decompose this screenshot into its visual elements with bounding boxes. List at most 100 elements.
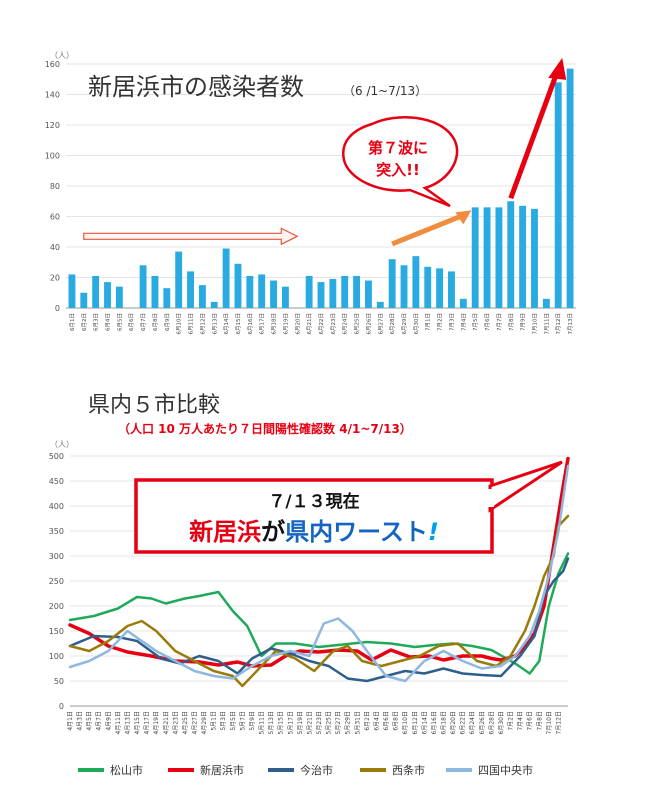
trend-arrow-surge <box>508 71 560 200</box>
line-y-tick-label: 150 <box>49 627 64 636</box>
line-x-tick-label: 6月4日 <box>373 711 380 731</box>
line-x-tick-label: 6月10日 <box>402 711 409 734</box>
line-x-tick-label: 6月20日 <box>450 711 457 734</box>
line-y-tick-label: 0 <box>59 702 64 711</box>
bar <box>459 298 467 308</box>
line-x-tick-label: 7月6日 <box>527 711 534 731</box>
bar-y-tick-label: 40 <box>50 243 60 252</box>
line-x-tick-label: 7月2日 <box>508 711 515 731</box>
series-line <box>68 456 570 668</box>
worst-callout-pointer <box>488 460 563 513</box>
line-x-tick-label: 5月31日 <box>354 711 361 734</box>
trend-arrow-rising <box>391 212 467 247</box>
line-x-tick-label: 4月25日 <box>182 711 189 734</box>
bar <box>198 285 206 308</box>
line-x-tick-label: 7月4日 <box>517 711 524 731</box>
bar-y-tick-label: 140 <box>45 91 60 100</box>
bar <box>163 288 171 308</box>
legend-label: 西条市 <box>392 763 425 777</box>
line-chart-title: 県内５市比較 <box>88 393 220 418</box>
bar-x-tick-label: 7月1日 <box>425 313 432 331</box>
line-x-tick-label: 6月30日 <box>498 711 505 734</box>
bar-x-tick-label: 6月14日 <box>223 313 230 335</box>
line-x-tick-label: 4月5日 <box>86 711 93 731</box>
line-y-tick-label: 400 <box>49 502 64 511</box>
bar-x-tick-label: 6月12日 <box>199 313 206 335</box>
line-x-tick-label: 5月15日 <box>278 711 285 734</box>
line-x-tick-label: 5月1日 <box>211 711 218 731</box>
legend-label: 今治市 <box>300 763 333 777</box>
series-line <box>68 464 570 683</box>
bar-x-tick-label: 6月1日 <box>69 313 76 331</box>
line-y-tick-label: 250 <box>49 577 64 586</box>
bar-x-tick-label: 7月6日 <box>484 313 491 331</box>
line-x-tick-label: 6月12日 <box>412 711 419 734</box>
bar-x-tick-label: 6月10日 <box>176 313 183 335</box>
bar-x-tick-label: 6月4日 <box>105 313 112 331</box>
line-x-tick-label: 4月27日 <box>192 711 199 734</box>
line-x-tick-label: 5月13日 <box>268 711 275 734</box>
bar-x-tick-label: 6月13日 <box>211 313 218 335</box>
bar-x-tick-label: 6月17日 <box>259 313 266 335</box>
line-x-tick-label: 4月1日 <box>67 711 74 731</box>
bar <box>424 266 432 308</box>
bar <box>139 265 147 308</box>
line-x-tick-label: 5月7日 <box>239 711 246 731</box>
trend-arrow-rising-head <box>455 210 472 225</box>
bar-x-tick-label: 6月25日 <box>354 313 361 335</box>
bar <box>542 298 550 308</box>
line-x-tick-label: 4月21日 <box>163 711 170 734</box>
bar-chart-x-axis: 6月1日 6月2日 6月3日 6月4日 6月5日 6月6日 6月7日 6月8日 6月9日 6月10… <box>69 313 574 335</box>
line-x-tick-label: 4月29日 <box>201 711 208 734</box>
line-x-tick-label: 4月11日 <box>115 711 122 734</box>
worst-callout-line2: 新居浜が県内ワースト! <box>189 518 439 546</box>
line-y-tick-label: 50 <box>54 677 64 686</box>
bar-y-tick-label: 160 <box>45 60 60 69</box>
line-x-tick-label: 7月8日 <box>536 711 543 731</box>
bar-y-tick-label: 100 <box>45 152 60 161</box>
bar <box>281 286 289 308</box>
bar <box>246 275 254 308</box>
worst-callout-line1: ７/１３現在 <box>268 491 359 512</box>
line-x-tick-label: 4月19日 <box>153 711 160 734</box>
bar <box>495 207 503 308</box>
line-x-tick-label: 5月19日 <box>297 711 304 734</box>
bar <box>400 265 408 308</box>
line-chart-legend: 松山市 新居浜市 今治市 西条市 四国中央市 <box>78 763 533 777</box>
bar-x-tick-label: 6月21日 <box>306 313 313 335</box>
bar <box>305 275 313 308</box>
line-x-tick-label: 6月22日 <box>460 711 467 734</box>
line-x-tick-label: 4月7日 <box>96 711 103 731</box>
bar-x-tick-label: 7月5日 <box>472 313 479 331</box>
bar-x-tick-label: 7月10日 <box>531 313 538 335</box>
line-x-tick-label: 4月15日 <box>134 711 141 734</box>
worst-callout-pointer-mask <box>486 489 494 507</box>
line-chart-x-axis: 4月1日 4月3日 4月5日 4月7日 4月9日 4月11日 4月13日 4月15日 4月17日… <box>67 711 562 734</box>
bar <box>436 268 444 308</box>
line-x-tick-label: 5月21日 <box>306 711 313 734</box>
line-x-tick-label: 5月29日 <box>345 711 352 734</box>
line-x-tick-label: 6月26日 <box>479 711 486 734</box>
bar <box>151 275 159 308</box>
bar <box>222 248 230 308</box>
bar <box>412 256 420 308</box>
bar-x-tick-label: 6月20日 <box>294 313 301 335</box>
line-x-tick-label: 6月2日 <box>364 711 371 731</box>
bar <box>329 279 337 308</box>
bar <box>80 292 88 308</box>
line-x-tick-label: 6月6日 <box>383 711 390 731</box>
trend-arrow-flat <box>83 227 299 246</box>
bar-x-tick-label: 7月12日 <box>555 313 562 335</box>
bar-chart-y-axis: 0 20 40 60 80 100 120 140 160 <box>45 60 60 313</box>
line-x-tick-label: 5月27日 <box>335 711 342 734</box>
bar <box>554 82 562 308</box>
line-x-tick-label: 5月3日 <box>220 711 227 731</box>
line-y-tick-label: 350 <box>49 527 64 536</box>
bar-x-tick-label: 6月9日 <box>164 313 171 331</box>
line-x-tick-label: 7月10日 <box>546 711 553 734</box>
bar <box>448 271 455 308</box>
line-chart-y-axis: 0 50 100 150 200 250 300 350 400 450 500 <box>49 452 64 711</box>
line-x-tick-label: 4月13日 <box>124 711 131 734</box>
bar <box>365 280 372 308</box>
